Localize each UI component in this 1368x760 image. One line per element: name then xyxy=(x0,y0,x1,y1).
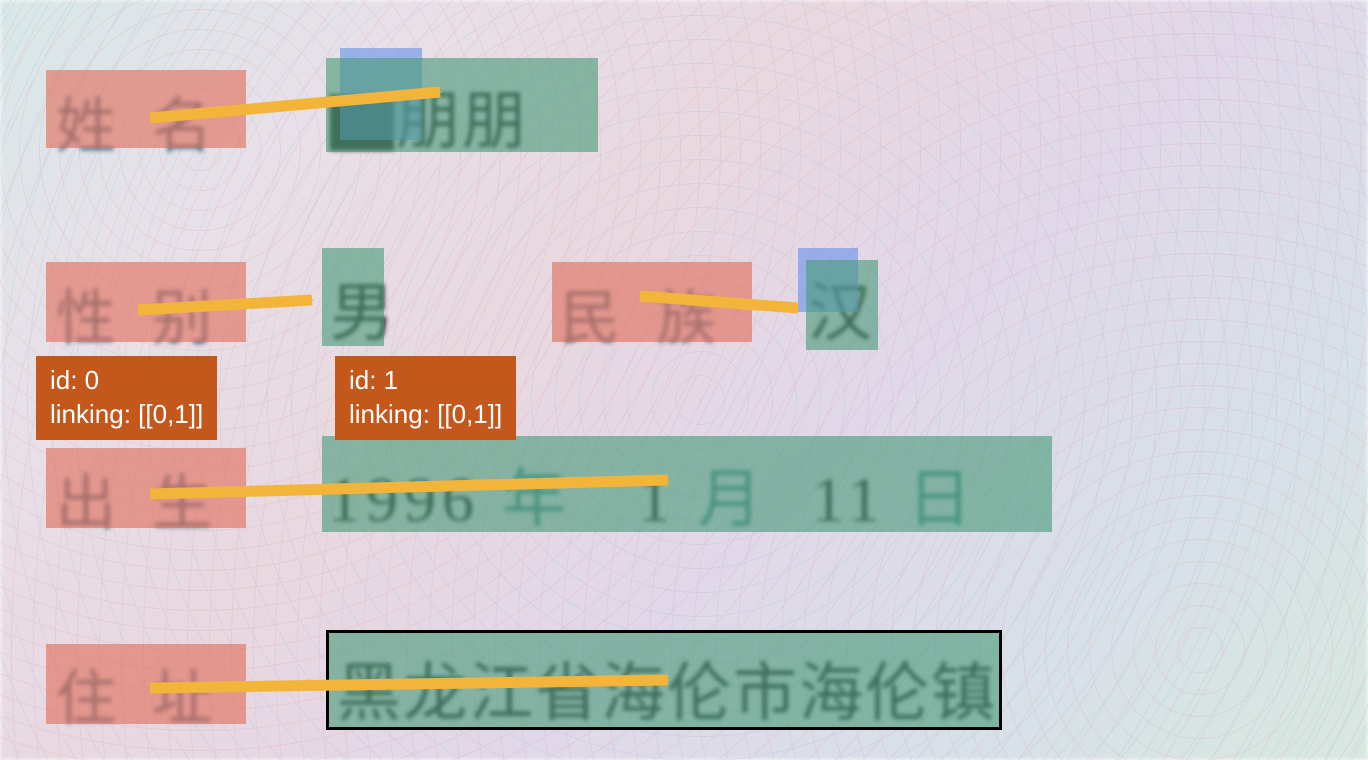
info-box-0: id: 0 linking: [[0,1]] xyxy=(36,356,217,440)
overlay-name-label xyxy=(46,70,246,148)
overlay-address-label xyxy=(46,644,246,724)
overlay-address-value xyxy=(326,630,1002,730)
overlay-gender-value xyxy=(322,248,384,346)
overlay-birth-label xyxy=(46,448,246,528)
overlay-gender-label xyxy=(46,262,246,342)
overlay-name-value xyxy=(326,58,598,152)
overlay-ethnicity-value xyxy=(806,260,878,350)
overlay-birth-value xyxy=(322,436,1052,532)
info-box-1: id: 1 linking: [[0,1]] xyxy=(335,356,516,440)
overlay-ethnicity-label xyxy=(552,262,752,342)
